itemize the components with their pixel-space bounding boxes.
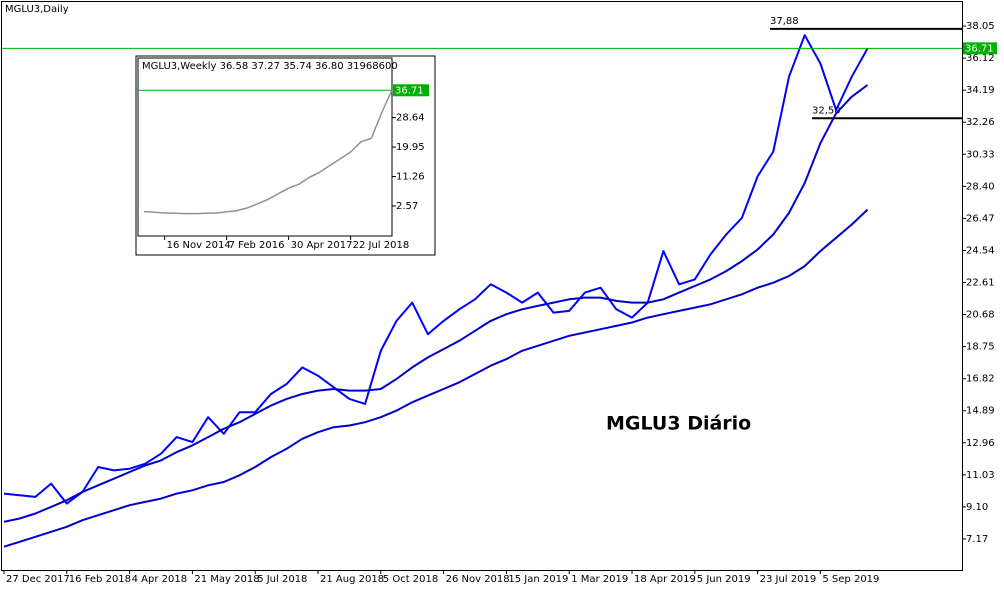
y-tick-label: 11.03 bbox=[966, 470, 995, 481]
x-tick-label: 18 Apr 2019 bbox=[634, 574, 696, 585]
last-price-label: 36.71 bbox=[965, 43, 994, 54]
y-tick-label: 28.40 bbox=[966, 181, 995, 192]
x-tick-label: 30 Apr 2017 bbox=[291, 240, 353, 251]
y-tick-label: 18.75 bbox=[966, 342, 995, 353]
last-price-box bbox=[393, 84, 429, 97]
x-tick-label: 21 May 2018 bbox=[194, 574, 259, 585]
x-tick-label: 27 Dec 2017 bbox=[6, 574, 70, 585]
y-tick-label: 38.05 bbox=[966, 21, 995, 32]
price-line bbox=[3, 84, 869, 523]
y-tick-label: 12.96 bbox=[966, 438, 995, 449]
x-tick-label: 5 Oct 2018 bbox=[383, 574, 438, 585]
x-tick-label: 22 Jul 2018 bbox=[353, 240, 410, 251]
y-tick-label: 20.68 bbox=[966, 310, 995, 321]
last-price-label: 36.71 bbox=[395, 85, 424, 96]
x-tick-label: 5 Sep 2019 bbox=[822, 574, 879, 585]
x-tick-label: 16 Nov 2014 bbox=[167, 240, 231, 251]
annotation: MGLU3 Diário bbox=[606, 413, 751, 435]
y-tick-label: 34.19 bbox=[966, 85, 995, 96]
y-tick-label: 22.61 bbox=[966, 278, 995, 289]
y-tick-label: 16.82 bbox=[966, 374, 995, 385]
x-tick-label: 26 Nov 2018 bbox=[446, 574, 510, 585]
plot-frame bbox=[1, 1, 963, 571]
x-tick-label: 5 Jun 2019 bbox=[697, 574, 751, 585]
y-tick-label: 2.57 bbox=[396, 201, 418, 212]
y-tick-label: 19.95 bbox=[396, 142, 425, 153]
y-tick-label: 11.26 bbox=[396, 172, 425, 183]
y-tick-label: 28.64 bbox=[396, 113, 425, 124]
x-tick-label: 21 Aug 2018 bbox=[320, 574, 384, 585]
y-tick-label: 26.47 bbox=[966, 213, 995, 224]
y-tick-label: 32.26 bbox=[966, 117, 995, 128]
y-tick-label: 14.89 bbox=[966, 406, 995, 417]
x-tick-label: 4 Apr 2018 bbox=[132, 574, 187, 585]
price-line bbox=[143, 89, 393, 215]
y-tick-label: 36.12 bbox=[966, 53, 995, 64]
y-tick-label: 9.10 bbox=[966, 502, 988, 513]
level-label: 37,88 bbox=[770, 16, 799, 27]
y-tick-label: 7.17 bbox=[966, 534, 988, 545]
x-tick-label: 7 Feb 2016 bbox=[229, 240, 285, 251]
last-price-box bbox=[963, 42, 997, 55]
x-tick-label: 16 Feb 2018 bbox=[69, 574, 131, 585]
y-tick-label: 30.33 bbox=[966, 149, 995, 160]
x-tick-label: 23 Jul 2019 bbox=[760, 574, 817, 585]
y-tick-label: 24.54 bbox=[966, 245, 995, 256]
chart-title: MGLU3,Daily bbox=[5, 4, 69, 15]
inset-title: MGLU3,Weekly 36.58 37.27 35.74 36.80 319… bbox=[142, 61, 398, 72]
level-label: 32,50 bbox=[812, 105, 841, 116]
inset-box bbox=[135, 55, 436, 256]
x-tick-label: 15 Jan 2019 bbox=[508, 574, 568, 585]
x-tick-label: 1 Mar 2019 bbox=[571, 574, 628, 585]
price-line bbox=[3, 208, 869, 548]
x-tick-label: 5 Jul 2018 bbox=[257, 574, 307, 585]
price-line bbox=[3, 34, 869, 505]
